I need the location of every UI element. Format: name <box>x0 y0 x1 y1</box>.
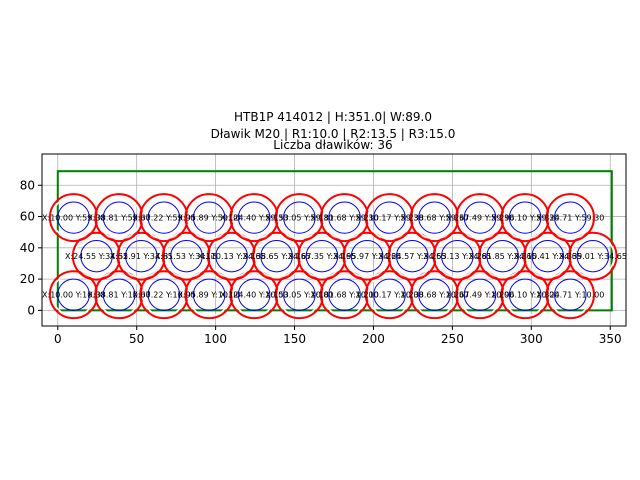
gland-coordinate-label: X:296.10 Y:10.00 <box>491 291 559 300</box>
gland-ring-r1 <box>192 201 226 234</box>
gland-coordinate-label: X:67.22 Y:10.00 <box>132 291 195 300</box>
gland-ring-r1 <box>260 240 293 273</box>
gland-coordinate-label: X:95.89 Y:59.30 <box>178 214 241 223</box>
x-tick-label: 150 <box>283 332 306 346</box>
y-tick-label: 20 <box>20 272 35 286</box>
x-tick-label: 200 <box>362 332 385 346</box>
chart-title-line-1: HTB1P 414012 | H:351.0| W:89.0 <box>234 110 432 124</box>
gland-coordinate-label: X:296.10 Y:59.30 <box>491 214 559 223</box>
gland-ring-r1 <box>192 278 226 311</box>
gland-ring-r1 <box>102 278 136 311</box>
y-tick-label: 80 <box>20 178 35 192</box>
gland-coordinate-label: X:24.55 Y:34.65 <box>65 252 128 261</box>
gland-coordinate-label: X:153.05 Y:10.00 <box>265 291 333 300</box>
gland-coordinate-label: X:324.71 Y:59.30 <box>536 214 604 223</box>
gland-ring-r1 <box>147 201 181 234</box>
gland-coordinate-label: X:110.13 Y:34.65 <box>198 252 266 261</box>
gland-ring-r1 <box>418 201 451 234</box>
x-tick-label: 250 <box>441 332 464 346</box>
gland-coordinate-label: X:267.49 Y:59.30 <box>446 214 514 223</box>
gland-ring-r3 <box>545 193 595 243</box>
gland-ring-r1 <box>395 240 429 273</box>
gland-coordinate-label: X:224.57 Y:34.65 <box>378 252 446 261</box>
gland-ring-r1 <box>237 278 271 311</box>
gland-coordinate-label: X:10.00 Y:10.00 <box>42 291 105 300</box>
gland-ring-r1 <box>283 278 316 311</box>
gland-coordinate-label: X:181.68 Y:59.30 <box>310 214 378 223</box>
gland-coordinate-label: X:253.13 Y:34.65 <box>423 252 491 261</box>
gland-coordinate-label: X:81.53 Y:34.65 <box>155 252 218 261</box>
gland-ring-r1 <box>102 201 136 234</box>
gland-coordinate-label: X:67.22 Y:59.30 <box>132 214 195 223</box>
gland-coordinate-label: X:38.81 Y:10.00 <box>88 291 151 300</box>
x-tick-label: 100 <box>204 332 227 346</box>
gland-ring-r2 <box>548 272 593 317</box>
y-tick-label: 40 <box>20 241 35 255</box>
gland-coordinate-label: X:324.71 Y:10.00 <box>536 291 604 300</box>
gland-ring-r1 <box>463 278 497 311</box>
gland-coordinate-label: X:52.91 Y:34.65 <box>110 252 173 261</box>
gland-ring-r1 <box>350 240 384 273</box>
chart-title-line-3: Liczba dławików: 36 <box>273 138 392 152</box>
gland-coordinate-label: X:210.17 Y:10.00 <box>355 291 423 300</box>
gland-ring-r1 <box>554 201 587 234</box>
gland-ring-r1 <box>576 240 610 273</box>
gland-ring-r1 <box>486 240 519 273</box>
gland-coordinate-label: X:310.41 Y:34.65 <box>514 252 582 261</box>
gland-ring-r3 <box>568 231 618 281</box>
y-tick-label: 60 <box>20 210 35 224</box>
plot-area: X:10.00 Y:10.00X:38.81 Y:10.00X:67.22 Y:… <box>20 153 627 346</box>
gland-coordinate-label: X:267.49 Y:10.00 <box>446 291 514 300</box>
gland-ring-r1 <box>373 201 406 234</box>
gland-ring-r1 <box>305 240 339 273</box>
gland-ring-r1 <box>80 240 113 273</box>
gland-coordinate-label: X:210.17 Y:59.30 <box>355 214 423 223</box>
gland-ring-r1 <box>508 201 542 234</box>
gland-coordinate-label: X:281.85 Y:34.65 <box>469 252 537 261</box>
axes-frame <box>41 153 627 327</box>
gland-ring-r1 <box>170 240 203 273</box>
gland-coordinate-label: X:95.89 Y:10.00 <box>178 291 241 300</box>
gland-coordinate-label: X:195.97 Y:34.65 <box>333 252 401 261</box>
gland-ring-r1 <box>373 278 406 311</box>
gland-ring-r1 <box>237 201 271 234</box>
gland-ring-r1 <box>147 278 181 311</box>
gland-ring-r1 <box>328 201 361 234</box>
gland-ring-r1 <box>125 240 158 273</box>
gland-ring-r1 <box>531 240 565 273</box>
gland-ring-r1 <box>215 240 248 273</box>
gland-ring-r3 <box>545 270 595 320</box>
gland-ring-r1 <box>463 201 497 234</box>
gland-coordinate-label: X:124.40 Y:59.30 <box>220 214 288 223</box>
gland-ring-r1 <box>441 240 474 273</box>
gland-ring-r1 <box>554 278 587 311</box>
gland-coordinate-label: X:238.68 Y:10.00 <box>400 291 468 300</box>
gland-ring-r1 <box>418 278 451 311</box>
gland-coordinate-label: X:167.35 Y:34.65 <box>288 252 356 261</box>
gland-coordinate-label: X:138.65 Y:34.65 <box>243 252 311 261</box>
gland-ring-r1 <box>508 278 542 311</box>
x-tick-label: 300 <box>520 332 543 346</box>
gland-ring-r1 <box>283 201 316 234</box>
gland-coordinate-label: X:38.81 Y:59.30 <box>88 214 151 223</box>
gland-ring-r1 <box>57 201 90 234</box>
gland-coordinate-label: X:10.00 Y:59.30 <box>42 214 105 223</box>
gland-coordinate-label: X:238.68 Y:59.30 <box>400 214 468 223</box>
gland-coordinate-label: X:153.05 Y:59.30 <box>265 214 333 223</box>
gland-coordinate-label: X:181.68 Y:10.00 <box>310 291 378 300</box>
gland-ring-r2 <box>570 234 615 279</box>
gland-coordinate-label: X:124.40 Y:10.00 <box>220 291 288 300</box>
x-tick-label: 50 <box>129 332 144 346</box>
x-tick-label: 350 <box>599 332 622 346</box>
chart-title-line-2: Dławik M20 | R1:10.0 | R2:13.5 | R3:15.0 <box>211 127 456 141</box>
gland-ring-r2 <box>548 195 593 240</box>
gland-ring-r1 <box>328 278 361 311</box>
gland-coordinate-label: X:339.01 Y:34.65 <box>559 252 627 261</box>
x-tick-label: 0 <box>54 332 62 346</box>
y-tick-label: 0 <box>27 303 35 317</box>
gland-ring-r1 <box>57 278 90 311</box>
